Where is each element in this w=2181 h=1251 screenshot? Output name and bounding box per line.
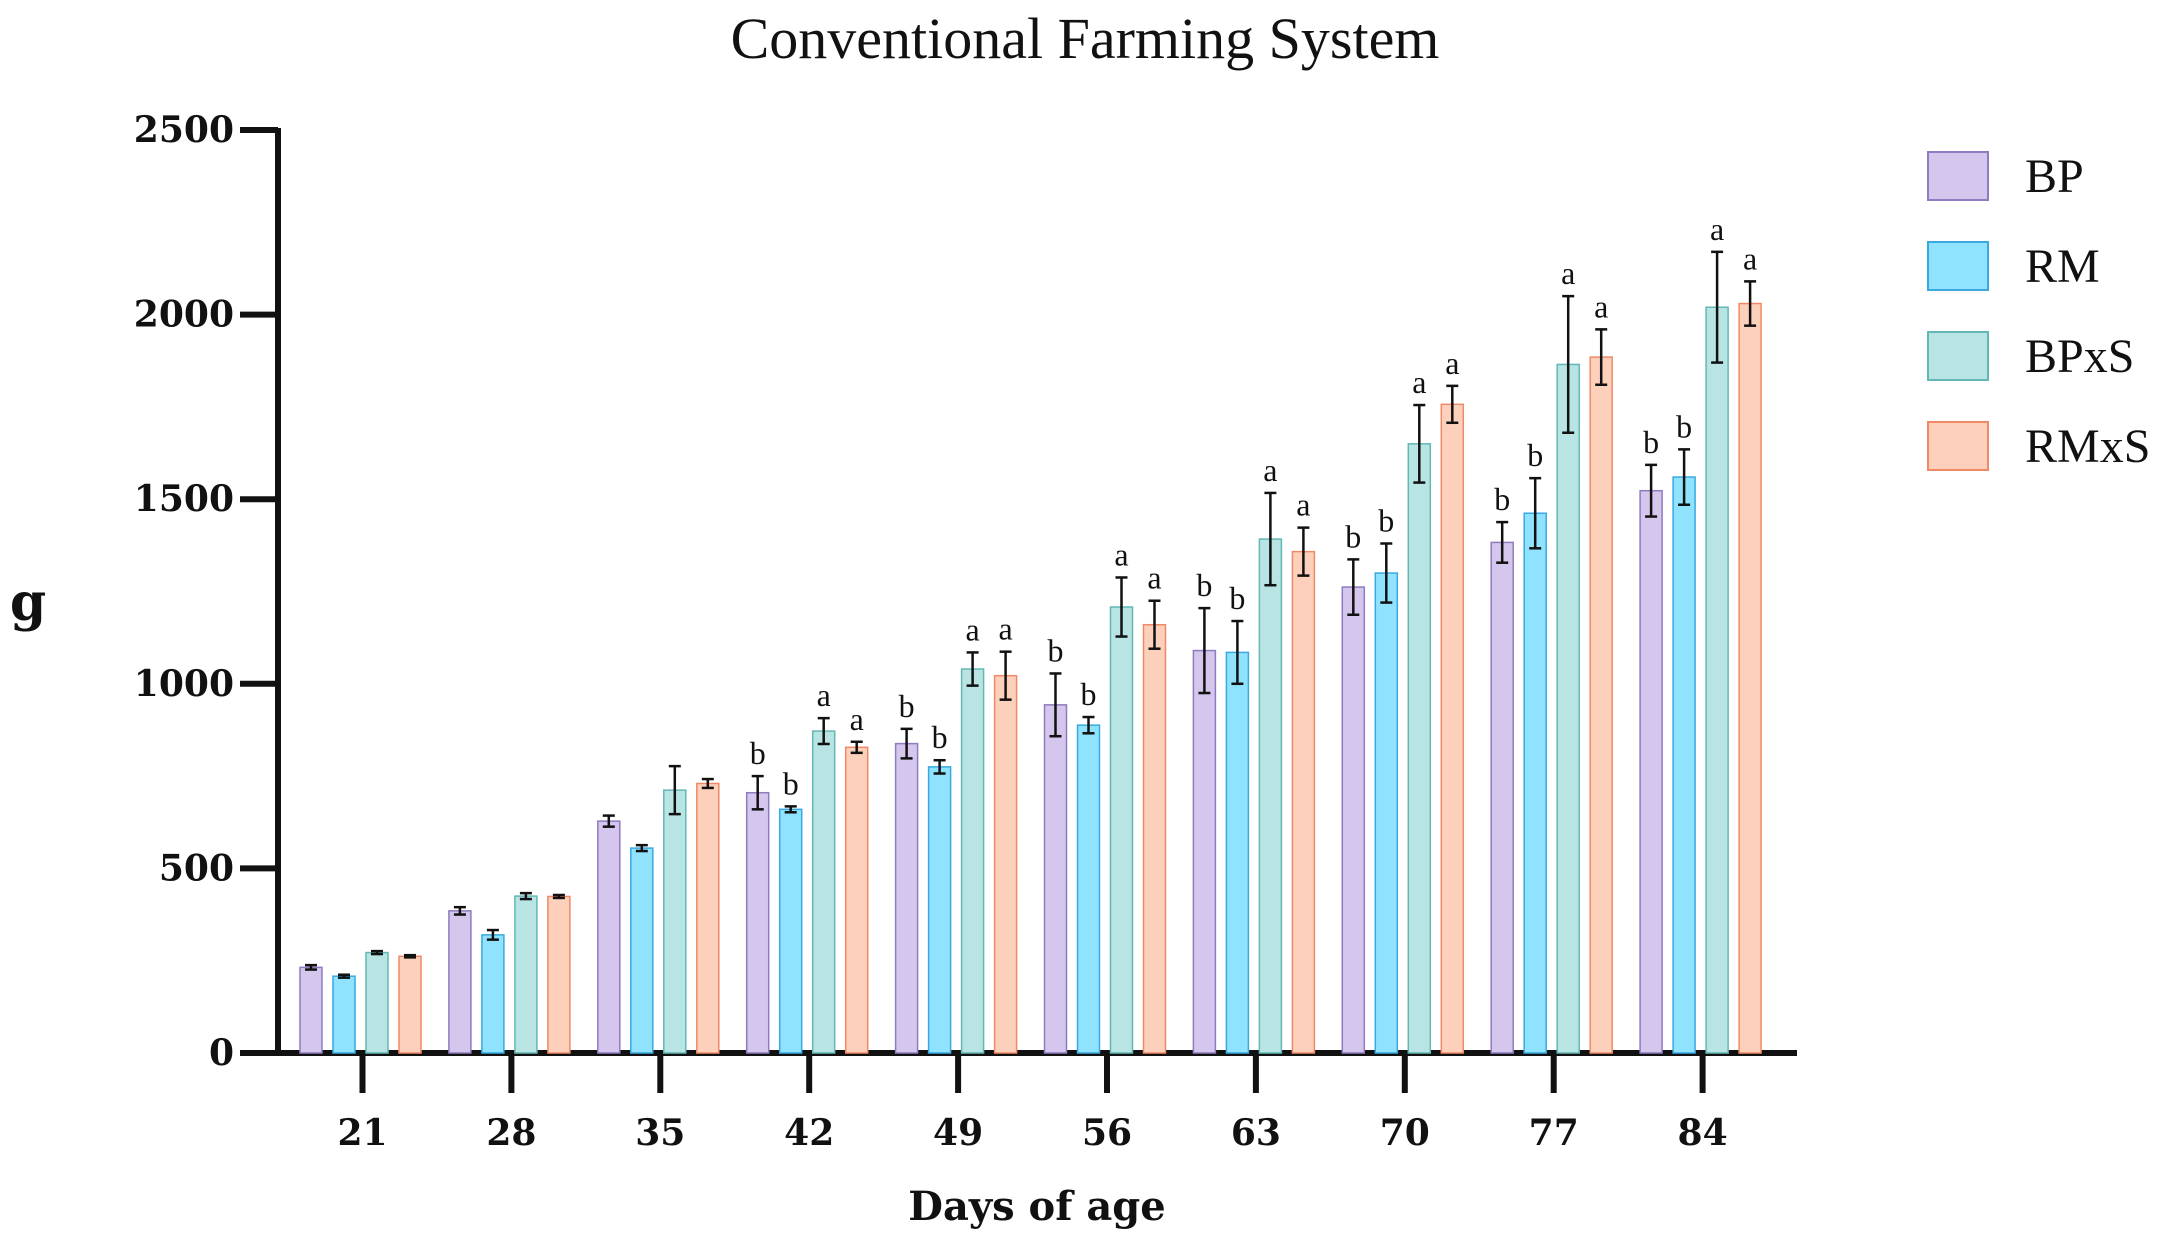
bar-bp-70 — [1342, 587, 1364, 1053]
bar-rm-49 — [929, 767, 951, 1053]
significance-letter: b — [1494, 481, 1510, 517]
bar-rm-63 — [1226, 652, 1248, 1053]
significance-letter: b — [750, 735, 766, 771]
significance-letter: a — [1147, 560, 1161, 596]
x-axis-label: Days of age — [908, 1183, 1165, 1230]
x-tick-label: 70 — [1380, 1112, 1430, 1154]
x-tick-label: 28 — [486, 1112, 536, 1154]
bar-rmxs-84 — [1739, 304, 1761, 1053]
x-tick-label: 77 — [1529, 1112, 1579, 1154]
bar-rmxs-56 — [1144, 625, 1166, 1053]
bar-rmxs-21 — [399, 956, 421, 1053]
bar-bpxs-77 — [1557, 364, 1579, 1053]
bar-rmxs-77 — [1590, 357, 1612, 1053]
x-tick-label: 35 — [635, 1112, 685, 1154]
legend-label-rm: RM — [2025, 240, 2100, 293]
bar-rmxs-35 — [697, 783, 719, 1053]
bar-bp-84 — [1640, 491, 1662, 1053]
bar-bpxs-63 — [1259, 539, 1281, 1053]
legend-swatch-bp — [1928, 152, 1988, 200]
significance-letter: a — [1114, 536, 1128, 572]
legend-swatch-rm — [1928, 242, 1988, 290]
x-tick-label: 84 — [1678, 1112, 1728, 1154]
significance-letter: b — [1081, 676, 1097, 712]
bar-bpxs-70 — [1408, 444, 1430, 1053]
bar-bp-28 — [449, 911, 471, 1053]
bar-rm-28 — [482, 935, 504, 1053]
bar-bpxs-21 — [366, 953, 388, 1053]
y-tick-label: 1000 — [134, 663, 234, 705]
legend-label-bp: BP — [2025, 150, 2084, 203]
legend-label-rmxs: RMxS — [2025, 420, 2150, 473]
y-tick-label: 2000 — [134, 294, 234, 336]
bar-rmxs-28 — [548, 896, 570, 1053]
x-tick-label: 42 — [784, 1112, 834, 1154]
chart-title: Conventional Farming System — [731, 6, 1440, 71]
bar-bpxs-28 — [515, 896, 537, 1053]
y-tick-label: 1500 — [134, 478, 234, 520]
significance-letter: b — [932, 719, 948, 755]
y-axis-label: g — [10, 572, 46, 633]
bar-rmxs-42 — [846, 747, 868, 1053]
bar-chart: Conventional Farming System g Days of ag… — [0, 0, 2181, 1251]
bar-rm-84 — [1673, 477, 1695, 1053]
bar-bp-42 — [747, 793, 769, 1053]
significance-letter: b — [1676, 408, 1692, 444]
bar-bp-35 — [598, 821, 620, 1053]
significance-letter: a — [817, 677, 831, 713]
bar-bpxs-35 — [664, 790, 686, 1053]
significance-letter: a — [1263, 452, 1277, 488]
bar-rm-77 — [1524, 513, 1546, 1053]
significance-letter: b — [1527, 437, 1543, 473]
bar-rm-56 — [1078, 725, 1100, 1053]
bar-bp-56 — [1045, 705, 1067, 1053]
significance-letter: a — [1594, 288, 1608, 324]
bar-rmxs-63 — [1292, 552, 1314, 1053]
bar-bpxs-84 — [1706, 307, 1728, 1053]
bar-rmxs-49 — [995, 676, 1017, 1053]
significance-letter: b — [1378, 503, 1394, 539]
bar-bp-21 — [300, 967, 322, 1053]
significance-letter: a — [998, 611, 1012, 647]
bar-rm-42 — [780, 809, 802, 1053]
significance-letter: a — [1296, 487, 1310, 523]
significance-letter: a — [1743, 240, 1757, 276]
bar-bp-77 — [1491, 542, 1513, 1053]
significance-letter: b — [1048, 632, 1064, 668]
bar-bpxs-42 — [813, 731, 835, 1053]
significance-letter: a — [1412, 364, 1426, 400]
bar-bpxs-56 — [1111, 607, 1133, 1053]
bar-rm-21 — [333, 976, 355, 1053]
significance-letter: a — [965, 611, 979, 647]
y-tick-label: 2500 — [134, 109, 234, 151]
x-tick-label: 56 — [1082, 1112, 1132, 1154]
x-tick-label: 21 — [337, 1112, 387, 1154]
legend: BP RM BPxS RMxS — [1928, 150, 2150, 473]
significance-letter: b — [783, 765, 799, 801]
significance-letter: b — [899, 688, 915, 724]
y-tick-label: 0 — [209, 1032, 234, 1074]
x-tick-label: 49 — [933, 1112, 983, 1154]
bar-rm-70 — [1375, 573, 1397, 1053]
significance-letter: a — [1561, 255, 1575, 291]
bar-bp-49 — [896, 744, 918, 1053]
y-tick-label: 500 — [159, 847, 234, 889]
bar-bp-63 — [1193, 651, 1215, 1053]
legend-swatch-bpxs — [1928, 332, 1988, 380]
significance-letter: b — [1196, 567, 1212, 603]
significance-letter: a — [1445, 345, 1459, 381]
significance-letter: a — [1710, 211, 1724, 247]
significance-letter: b — [1229, 580, 1245, 616]
significance-letter: a — [850, 701, 864, 737]
bar-rmxs-70 — [1441, 404, 1463, 1053]
x-tick-label: 63 — [1231, 1112, 1281, 1154]
bar-rm-35 — [631, 848, 653, 1053]
significance-letter: b — [1643, 424, 1659, 460]
legend-label-bpxs: BPxS — [2025, 330, 2134, 383]
significance-letter: b — [1345, 518, 1361, 554]
legend-swatch-rmxs — [1928, 422, 1988, 470]
bar-bpxs-49 — [962, 669, 984, 1053]
